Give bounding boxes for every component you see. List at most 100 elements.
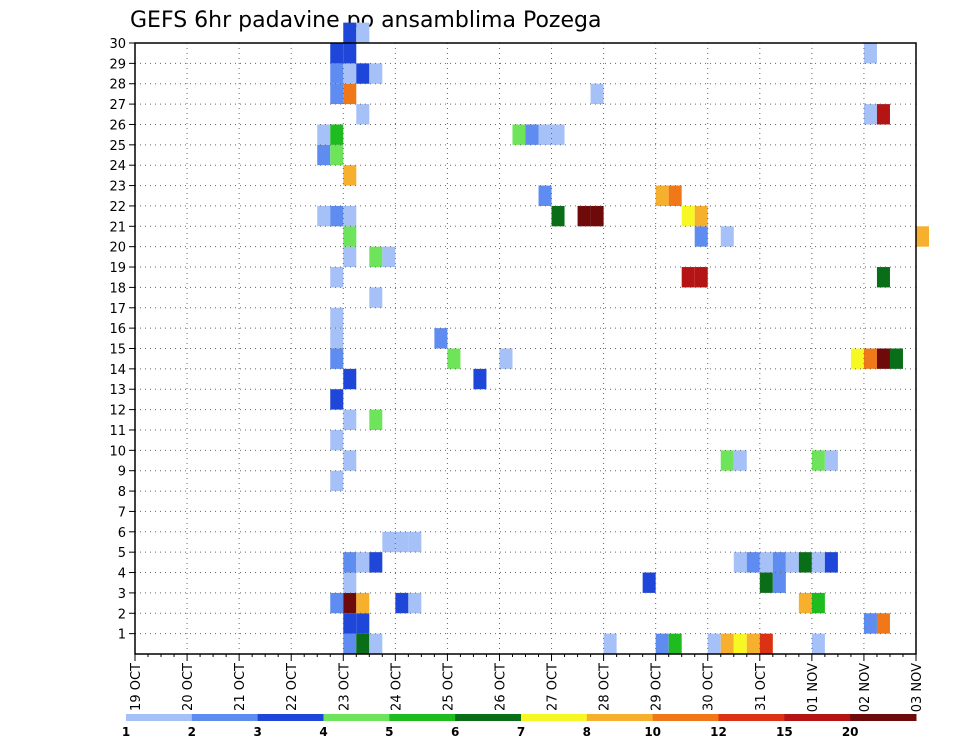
heatmap-cell	[317, 124, 331, 145]
x-tick-label: 03 NOV	[910, 663, 925, 712]
y-tick-label: 26	[109, 118, 126, 133]
heatmap-cell	[785, 552, 799, 573]
legend-label: 8	[583, 725, 591, 739]
heatmap-cell	[733, 552, 747, 573]
heatmap-cell	[330, 83, 344, 105]
y-tick-label: 9	[118, 465, 126, 480]
heatmap-cell	[317, 144, 331, 166]
heatmap-cell	[590, 83, 604, 105]
heatmap-cell	[499, 348, 513, 369]
heatmap-cell	[746, 552, 760, 573]
legend-label: 10	[644, 725, 661, 739]
legend-swatch	[191, 714, 259, 721]
legend-label: 20	[842, 725, 859, 739]
heatmap-cell	[356, 63, 370, 84]
heatmap-cell	[330, 63, 344, 84]
heatmap-cell	[330, 43, 344, 64]
heatmap-cell	[369, 409, 383, 430]
y-tick-label: 17	[109, 302, 126, 317]
y-tick-label: 8	[118, 485, 126, 500]
legend-label: 4	[319, 725, 327, 739]
heatmap-cell	[343, 450, 357, 471]
heatmap-cell	[889, 348, 903, 369]
heatmap-cell	[382, 531, 396, 553]
heatmap-cell	[668, 185, 682, 206]
heatmap-cell	[330, 429, 344, 451]
x-tick-label: 02 NOV	[858, 663, 873, 712]
heatmap-cell	[863, 613, 877, 634]
heatmap-cell	[343, 633, 357, 654]
heatmap-cell	[694, 226, 708, 247]
y-tick-label: 23	[109, 180, 126, 195]
heatmap-cell	[694, 205, 708, 227]
heatmap-cell	[395, 531, 409, 553]
heatmap-cell	[876, 267, 890, 288]
x-tick-label: 31 OCT	[754, 663, 769, 711]
legend-label: 2	[188, 725, 196, 739]
legend-label: 3	[253, 725, 261, 739]
heatmap-cell	[343, 409, 357, 430]
heatmap-cell	[330, 267, 344, 288]
y-tick-label: 20	[109, 241, 126, 256]
y-tick-label: 19	[109, 261, 126, 276]
x-tick-label: 23 OCT	[337, 663, 352, 711]
heatmap-cell	[512, 124, 526, 145]
heatmap-cell	[343, 246, 357, 268]
y-tick-label: 14	[109, 363, 126, 378]
x-tick-label: 29 OCT	[650, 663, 665, 711]
heatmap-cell	[356, 633, 370, 654]
heatmap-cell	[343, 63, 357, 84]
heatmap-cell	[798, 552, 812, 573]
y-tick-label: 10	[109, 444, 126, 459]
legend-swatch	[652, 714, 719, 721]
heatmap-cell	[343, 226, 357, 247]
heatmap-cell	[733, 633, 747, 654]
y-tick-label: 27	[109, 98, 126, 113]
legend-swatch	[718, 714, 785, 721]
y-tick-label: 2	[118, 607, 126, 622]
heatmap-cell	[525, 124, 539, 145]
legend-label: 12	[710, 725, 727, 739]
heatmap-cell	[369, 552, 383, 573]
heatmap-cell	[343, 613, 357, 634]
heatmap-cell	[369, 633, 383, 654]
heatmap-cell	[343, 592, 357, 614]
x-tick-label: 30 OCT	[702, 663, 717, 711]
heatmap-cell	[330, 470, 344, 492]
heatmap-cell	[434, 328, 448, 349]
heatmap-cell	[551, 205, 565, 227]
x-tick-label: 20 OCT	[181, 663, 196, 711]
y-tick-label: 18	[109, 281, 126, 296]
legend-swatch	[389, 714, 456, 721]
x-tick-label: 19 OCT	[129, 663, 144, 711]
x-tick-label: 24 OCT	[389, 663, 404, 711]
heatmap-cell	[369, 287, 383, 308]
heatmap-cell	[642, 572, 656, 593]
legend-swatch	[323, 714, 390, 721]
heatmap-cell	[343, 83, 357, 105]
heatmap-cell	[343, 43, 357, 64]
heatmap-cell	[798, 592, 812, 614]
heatmap-cell	[343, 205, 357, 227]
heatmap-cell	[772, 572, 786, 593]
y-tick-label: 13	[109, 383, 126, 398]
heatmap-cell	[330, 592, 344, 614]
heatmap-cell	[733, 450, 747, 471]
heatmap-cell	[681, 205, 695, 227]
x-tick-label: 27 OCT	[546, 663, 561, 711]
y-tick-label: 15	[109, 343, 126, 358]
heatmap-cell	[551, 124, 565, 145]
heatmap-cell	[863, 43, 877, 64]
y-tick-label: 5	[118, 546, 126, 561]
heatmap-cell	[538, 124, 552, 145]
legend-label: 1	[122, 725, 130, 739]
legend-label: 15	[776, 725, 793, 739]
heatmap-cell	[577, 205, 591, 227]
heatmap-cell	[772, 552, 786, 573]
x-tick-label: 28 OCT	[598, 663, 613, 711]
heatmap-cell	[876, 613, 890, 634]
legend-label: 7	[517, 725, 525, 739]
y-tick-label: 21	[109, 220, 126, 235]
color-legend: 1 2 3 4 5 6 7 8 10 12 15 20	[122, 714, 917, 739]
y-axis: 1234567891011121314151617181920212223242…	[109, 37, 135, 643]
